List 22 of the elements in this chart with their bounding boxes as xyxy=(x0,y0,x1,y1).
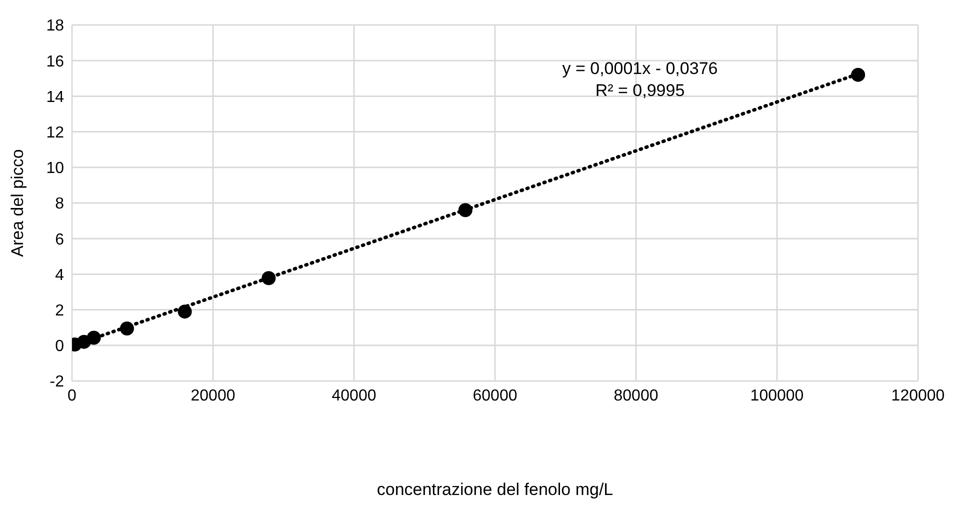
annotation: R² = 0,9995 xyxy=(594,80,686,102)
y-tick-label: 14 xyxy=(46,88,64,106)
x-axis-title: concentrazione del fenolo mg/L xyxy=(376,480,614,500)
y-tick-label: -2 xyxy=(50,374,64,391)
y-tick-label: 0 xyxy=(55,338,64,356)
x-tick-label: 0 xyxy=(68,387,77,404)
x-tick-label: 80000 xyxy=(614,387,658,404)
y-tick-label: 12 xyxy=(46,124,64,142)
y-tick-label: 16 xyxy=(46,53,64,70)
y-tick-label: 18 xyxy=(46,18,64,35)
x-tick-label: 60000 xyxy=(472,387,518,404)
x-tick-label: 20000 xyxy=(190,387,236,404)
y-tick-label: 4 xyxy=(55,266,64,284)
annotation: y = 0,0001x - 0,0376 xyxy=(561,58,719,80)
y-axis-title: Area del picco xyxy=(8,149,28,257)
y-tick-label: 8 xyxy=(55,196,64,213)
y-tick-label: 2 xyxy=(55,302,64,320)
y-tick-label: 10 xyxy=(46,160,64,178)
x-tick-label: 40000 xyxy=(332,387,376,404)
x-tick-label: 100000 xyxy=(750,387,804,404)
x-tick-label: 120000 xyxy=(891,387,945,404)
y-tick-label: 6 xyxy=(55,231,64,248)
